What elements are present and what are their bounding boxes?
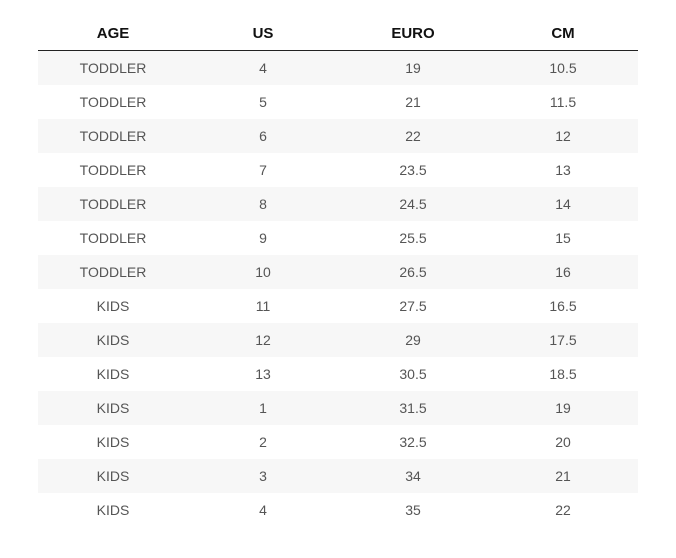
- table-row: TODDLER 5 21 11.5: [38, 85, 638, 119]
- header-row: AGE US EURO CM: [38, 16, 638, 51]
- table-cell: 31.5: [338, 391, 488, 425]
- table-cell: KIDS: [96, 502, 130, 518]
- table-row: TODDLER 7 23.5 13: [38, 153, 638, 187]
- table-row: KIDS 12 29 17.5: [38, 323, 638, 357]
- table-cell: 34: [338, 459, 488, 493]
- table-cell: 27.5: [399, 298, 427, 314]
- table-cell: 5: [259, 94, 267, 110]
- column-header: CM: [488, 16, 638, 51]
- table-cell: 23.5: [399, 162, 427, 178]
- table-cell: 14: [488, 187, 638, 221]
- table-row: KIDS 11 27.5 16.5: [38, 289, 638, 323]
- table-cell: 4: [188, 50, 338, 85]
- table-row: TODDLER 10 26.5 16: [38, 255, 638, 289]
- table-cell: TODDLER: [38, 255, 188, 289]
- table-cell: 7: [259, 162, 267, 178]
- table-cell: 16.5: [549, 298, 577, 314]
- table-cell: KIDS: [96, 366, 130, 382]
- table-cell: TODDLER: [79, 162, 147, 178]
- table-cell: TODDLER: [38, 50, 188, 85]
- table-cell: 8: [188, 187, 338, 221]
- column-header: US: [188, 16, 338, 51]
- table-cell: TODDLER: [38, 187, 188, 221]
- table-row: KIDS 3 34 21: [38, 459, 638, 493]
- table-cell: KIDS: [38, 459, 188, 493]
- table-cell: 30.5: [399, 366, 427, 382]
- table-cell: 21: [488, 459, 638, 493]
- table-cell: 11.5: [549, 94, 577, 110]
- table-cell: 6: [188, 119, 338, 153]
- table-cell: 19: [338, 50, 488, 85]
- table-cell: 29: [338, 323, 488, 357]
- table-cell: 1: [188, 391, 338, 425]
- table-cell: 20: [555, 434, 571, 450]
- table-row: KIDS 1 31.5 19: [38, 391, 638, 425]
- table-cell: 18.5: [549, 366, 577, 382]
- table-cell: 15: [555, 230, 571, 246]
- table-cell: 13: [555, 162, 571, 178]
- column-header: EURO: [338, 16, 488, 51]
- table-cell: 12: [488, 119, 638, 153]
- table-cell: 21: [405, 94, 421, 110]
- table-cell: 32.5: [399, 434, 427, 450]
- table-cell: 22: [338, 119, 488, 153]
- table-cell: 24.5: [338, 187, 488, 221]
- table-row: KIDS 13 30.5 18.5: [38, 357, 638, 391]
- table-cell: 10: [188, 255, 338, 289]
- table-row: TODDLER 4 19 10.5: [38, 50, 638, 85]
- table-cell: 35: [405, 502, 421, 518]
- table-cell: 12: [188, 323, 338, 357]
- table-cell: TODDLER: [38, 119, 188, 153]
- table-cell: 4: [259, 502, 267, 518]
- table-row: TODDLER 9 25.5 15: [38, 221, 638, 255]
- table-cell: 3: [188, 459, 338, 493]
- table-cell: 26.5: [338, 255, 488, 289]
- size-table: AGE US EURO CM TODDLER 4 19 10.5 TODDLER 5 21 11.5…: [38, 16, 638, 527]
- table-row: TODDLER 8 24.5 14: [38, 187, 638, 221]
- table-cell: 22: [555, 502, 571, 518]
- table-cell: TODDLER: [79, 230, 147, 246]
- table-row: KIDS 2 32.5 20: [38, 425, 638, 459]
- table-header: AGE US EURO CM: [38, 16, 638, 51]
- column-header: AGE: [38, 16, 188, 51]
- table-cell: 19: [488, 391, 638, 425]
- table-cell: 10.5: [488, 50, 638, 85]
- table-cell: 16: [488, 255, 638, 289]
- table-row: KIDS 4 35 22: [38, 493, 638, 527]
- table-cell: KIDS: [38, 391, 188, 425]
- table-cell: 11: [255, 298, 271, 314]
- table-cell: 25.5: [399, 230, 427, 246]
- table-cell: KIDS: [38, 323, 188, 357]
- table-cell: KIDS: [96, 298, 130, 314]
- table-cell: 13: [255, 366, 271, 382]
- table-body: TODDLER 4 19 10.5 TODDLER 5 21 11.5 TODDLER 6 22 12…: [38, 50, 638, 528]
- table-cell: TODDLER: [79, 94, 147, 110]
- table-cell: 2: [259, 434, 267, 450]
- table-cell: 17.5: [488, 323, 638, 357]
- table-cell: 9: [259, 230, 267, 246]
- table-row: TODDLER 6 22 12: [38, 119, 638, 153]
- table-cell: KIDS: [96, 434, 130, 450]
